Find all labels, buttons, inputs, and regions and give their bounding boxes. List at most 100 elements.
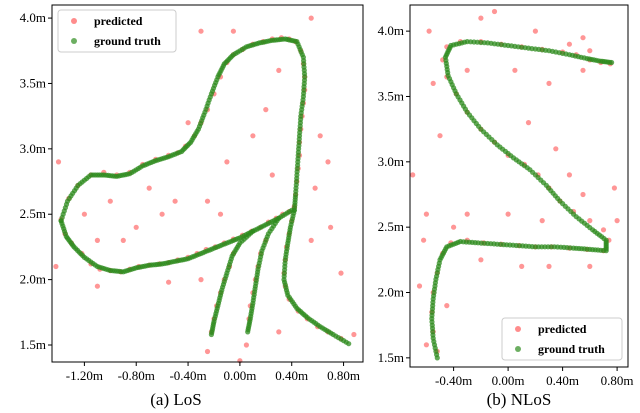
panel-b-predicted-point [451, 224, 457, 230]
panel-b-predicted-point [553, 146, 559, 152]
panel-a-frame [51, 4, 364, 363]
panel-b-predicted-point [532, 28, 539, 34]
panel-b-predicted-point [546, 80, 552, 86]
panel-b-predicted-point [464, 211, 470, 217]
panel-b-predicted-point [416, 283, 423, 289]
panel-b-predicted-point [611, 185, 618, 191]
panel-a-legend-predicted-label: predicted [94, 14, 143, 28]
panel-b-predicted-point [430, 80, 436, 86]
panel-b: 1.5m 2.0m 2.5m 3.0m 3.5m 4.0m -0.40m 0.00m 0.40m… [378, 4, 634, 409]
panel-a-x-tick-label: -0.40m [169, 368, 206, 383]
panel-a-y-tick-label: 4.0m [20, 10, 46, 25]
panel-a-x-tick-label: 0.40m [275, 368, 308, 383]
panel-a-predicted-point [133, 224, 139, 230]
panel-b-x-tick-label: -0.40m [435, 373, 472, 388]
panel-b-predicted-point [587, 48, 593, 54]
panel-b-predicted-point [464, 67, 470, 73]
panel-b-x-tick-label: 0.40m [546, 373, 579, 388]
panel-b-x-tick-label: 0.00m [492, 373, 525, 388]
panel-b-predicted-point [587, 218, 593, 224]
panel-a-predicted-point [81, 211, 87, 217]
panel-b-predicted-point [600, 227, 607, 233]
panel-a-y-tick-label: 1.5m [20, 337, 46, 352]
panel-b-predicted-point [437, 133, 443, 139]
panel-b-predicted-point [491, 8, 498, 15]
panel-b-y-tick-label: 4.0m [378, 23, 404, 38]
panel-b-legend-truth-marker [515, 346, 521, 352]
panel-b-predicted-point [444, 303, 450, 309]
panel-a-x-tick-label: -1.20m [66, 368, 103, 383]
panel-b-legend-truth-label: ground truth [538, 342, 605, 356]
panel-a-legend-box [57, 9, 177, 53]
panel-a-predicted-point [338, 270, 344, 276]
panel-a-x-tick-label: 0.00m [223, 368, 256, 383]
panel-a-legend-predicted-marker [71, 18, 77, 24]
panel-a-legend-truth-marker [71, 38, 77, 44]
panel-b-y-tick-label: 2.0m [378, 285, 404, 300]
panel-b-frame [409, 4, 629, 368]
panel-a-predicted-point [107, 198, 113, 204]
panel-b-y-tick-label: 2.5m [378, 219, 404, 234]
panel-a-predicted-point [159, 211, 165, 217]
panel-a-predicted-point [317, 133, 323, 139]
panel-a-predicted-point [120, 237, 126, 243]
panel-a-points [53, 15, 357, 364]
panel-b-legend-predicted-marker [515, 326, 521, 332]
panel-a-predicted-point [94, 237, 100, 243]
panel-b-predicted-point [614, 218, 620, 224]
panel-a-predicted-point [263, 107, 269, 113]
panel-b-predicted-point [478, 15, 484, 21]
panel-a-predicted-point [269, 172, 275, 178]
panel-a-predicted-point [325, 159, 331, 165]
panel-a-y-tick-label: 2.0m [20, 272, 46, 287]
panel-a-predicted-point [166, 279, 172, 285]
panel-a-predicted-point [94, 283, 100, 289]
panel-b-predicted-point [587, 263, 593, 269]
panel-a-predicted-point [224, 159, 230, 165]
panel-a-predicted-point [312, 185, 318, 191]
panel-b-predicted-point [539, 218, 545, 224]
panel-b-legend-box [501, 317, 623, 361]
panel-a-legend: predicted ground truth [57, 9, 177, 53]
panel-a-legend-truth-label: ground truth [94, 34, 161, 48]
panel-a-predicted-point [204, 198, 211, 204]
panel-a-predicted-point [198, 277, 204, 283]
panel-a-caption: (a) LoS [150, 390, 201, 409]
panel-a-predicted-point [308, 237, 314, 243]
panel-a-predicted-point [204, 348, 211, 355]
panel-b-legend: predicted ground truth [501, 317, 623, 361]
panel-b-caption: (b) NLoS [487, 390, 552, 409]
panel-b-predicted-point [519, 263, 525, 269]
panel-a: 1.5m 2.0m 2.5m 3.0m 3.5m 4.0m -1.20m -0.80m -0.4… [20, 4, 364, 409]
panel-b-ground-truth-point [609, 59, 615, 66]
panel-b-predicted-point [426, 28, 432, 34]
panel-b-predicted-point [580, 67, 586, 73]
panel-b-predicted-point [546, 263, 552, 269]
panel-b-predicted-point [512, 67, 518, 73]
panel-b-predicted-point [525, 120, 532, 126]
panel-b-predicted-point [566, 41, 573, 47]
panel-a-x-tick-label: 0.80m [327, 368, 360, 383]
panel-a-y-tick-label: 2.5m [20, 206, 46, 221]
panel-b-predicted-point [421, 237, 427, 243]
panel-a-ground-truth-point [346, 341, 352, 347]
panel-b-predicted-point [566, 172, 573, 178]
panel-a-ticks: 1.5m 2.0m 2.5m 3.0m 3.5m 4.0m -1.20m -0.80m -0.4… [20, 10, 360, 383]
panel-b-y-tick-label: 3.5m [378, 88, 404, 103]
panel-a-predicted-point [146, 185, 152, 191]
panel-a-y-tick-label: 3.5m [20, 75, 46, 90]
panel-b-predicted-point [410, 172, 416, 178]
panel-b-legend-predicted-label: predicted [538, 322, 587, 336]
panel-a-predicted-point [230, 28, 236, 34]
panel-a-predicted-point [198, 28, 204, 34]
panel-a-predicted-point [351, 331, 357, 338]
panel-a-predicted-point [185, 120, 191, 126]
panel-a-predicted-point [250, 133, 256, 139]
panel-b-predicted-point [580, 35, 586, 41]
panel-b-ticks: 1.5m 2.0m 2.5m 3.0m 3.5m 4.0m -0.40m 0.00m 0.40m… [378, 23, 634, 388]
panel-b-predicted-point [478, 257, 484, 263]
panel-a-predicted-point [328, 224, 334, 230]
panel-b-x-tick-label: 0.80m [601, 373, 634, 388]
panel-b-y-tick-label: 3.0m [378, 154, 404, 169]
